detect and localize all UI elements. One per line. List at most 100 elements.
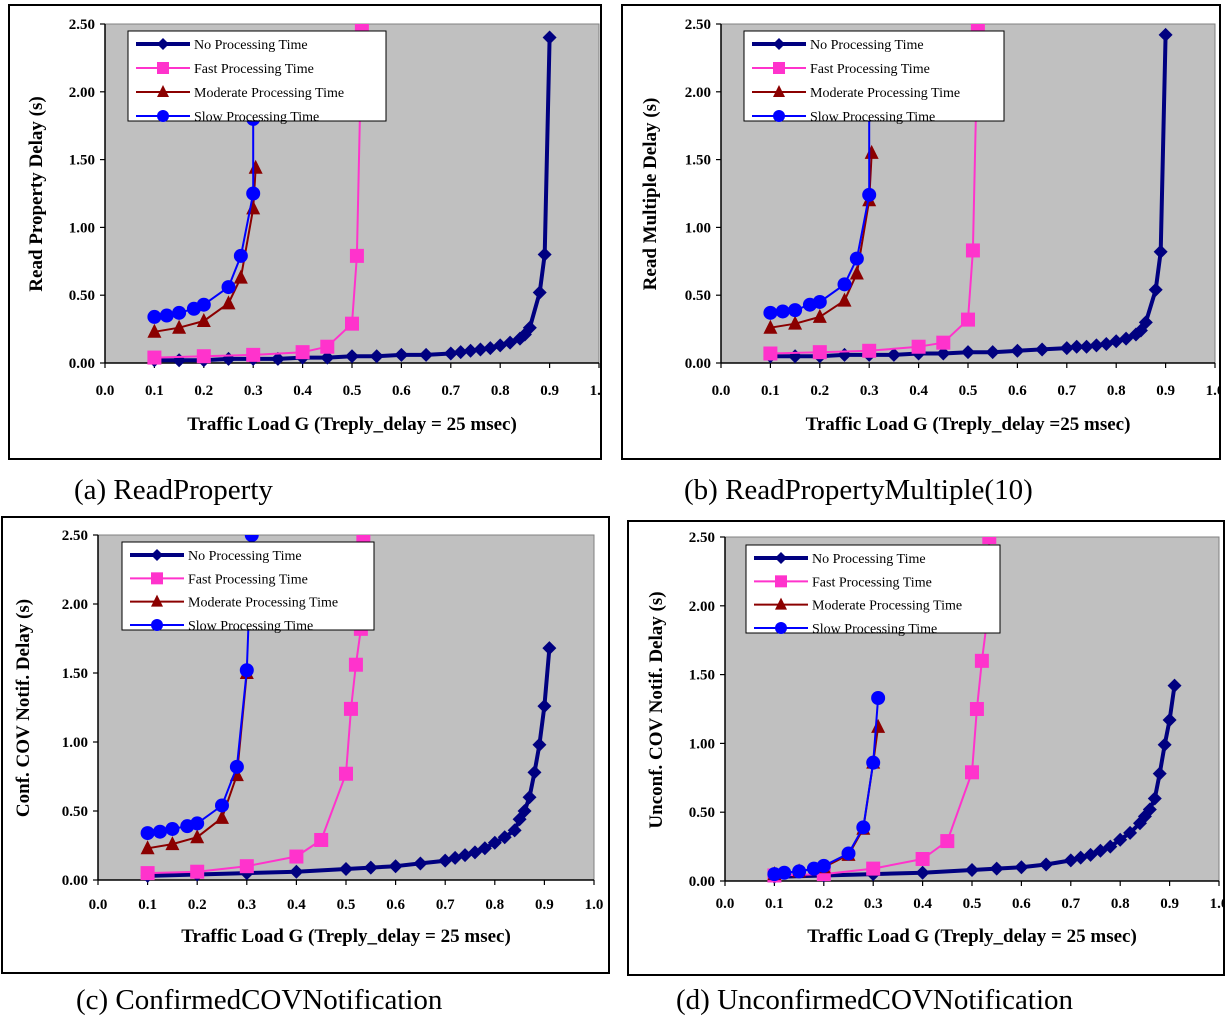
data-point-moderate-processing	[871, 718, 886, 733]
x-tick-label: 0.1	[138, 897, 157, 913]
data-point-fast-processing	[190, 864, 205, 879]
data-point-no-processing	[1113, 832, 1128, 847]
x-tick-label: 0.4	[913, 896, 932, 912]
chart-svg-d: 0.00 0.50 1.00 1.50 2.00 2.50 0.0 0.1 0.2 0.3 0.4 0…	[646, 530, 1223, 947]
chart-svg-c: 0.00 0.50 1.00 1.50 2.00 2.50 0.0 0.1 0.2 0.3 0.4 0…	[13, 528, 603, 947]
series-line-fast-processing	[774, 537, 991, 877]
x-tick-label: 0.1	[761, 383, 780, 399]
legend-item-no-processing: No Processing Time	[752, 38, 924, 53]
data-point-no-processing	[394, 347, 409, 362]
legend-item-slow-processing: Slow Processing Time	[752, 110, 935, 125]
data-point-fast-processing	[289, 849, 304, 864]
data-point-slow-processing	[763, 305, 778, 320]
x-axis-label: Traffic Load G (Treply_delay = 25 msec)	[807, 926, 1137, 947]
data-point-slow-processing	[165, 821, 180, 836]
x-tick-label: 1.0	[1206, 383, 1219, 399]
data-point-slow-processing	[812, 294, 827, 309]
legend-marker-no-processing	[157, 38, 169, 50]
legend-label: No Processing Time	[810, 38, 924, 53]
data-point-fast-processing	[965, 765, 979, 780]
y-tick-label: 0.50	[69, 288, 95, 304]
data-point-slow-processing	[190, 816, 205, 831]
x-tick-label: 0.2	[810, 383, 829, 399]
legend-marker-slow-processing	[157, 110, 169, 122]
data-point-no-processing	[320, 350, 335, 365]
legend-label: Slow Processing Time	[810, 110, 935, 125]
data-point-slow-processing	[837, 277, 852, 292]
data-point-no-processing	[448, 850, 463, 865]
data-point-no-processing	[989, 861, 1004, 876]
data-point-no-processing	[1035, 342, 1050, 357]
legend-item-moderate-processing: Moderate Processing Time	[136, 85, 344, 101]
data-point-fast-processing	[969, 702, 984, 716]
x-tick-label: 0.5	[337, 897, 356, 913]
data-point-no-processing	[1109, 334, 1124, 349]
y-tick-label: 0.00	[685, 356, 711, 372]
data-point-no-processing	[1153, 244, 1168, 259]
data-point-fast-processing	[348, 657, 363, 672]
x-tick-label: 0.9	[1156, 383, 1175, 399]
legend-label: Fast Processing Time	[194, 62, 314, 77]
x-axis-label: Traffic Load G (Treply_delay = 25 msec)	[187, 414, 517, 435]
legend-marker-no-processing	[151, 549, 163, 561]
legend-marker-moderate-processing	[151, 594, 163, 607]
data-point-fast-processing	[246, 347, 261, 362]
x-tick-label: 0.3	[244, 383, 263, 399]
data-point-no-processing	[345, 349, 359, 364]
data-point-no-processing	[1093, 843, 1108, 858]
data-point-no-processing	[1014, 860, 1029, 875]
series-no-processing	[140, 641, 557, 883]
data-point-no-processing	[363, 860, 378, 875]
chart-caption-a: (a) ReadProperty	[74, 474, 273, 506]
x-tick-label: 0.0	[712, 383, 731, 399]
legend: No Processing Time Fast Processing Time Mo…	[121, 541, 375, 634]
data-point-no-processing	[453, 345, 468, 360]
series-line-fast-processing	[154, 24, 363, 359]
series-fast-processing	[147, 24, 369, 365]
legend-label: Slow Processing Time	[812, 622, 937, 637]
data-point-slow-processing	[841, 846, 856, 861]
legend-item-fast-processing: Fast Processing Time	[752, 62, 930, 77]
chart-frame-d: 0.00 0.50 1.00 1.50 2.00 2.50 0.0 0.1 0.2 0.3 0.4 0…	[627, 520, 1225, 976]
x-axis-label: Traffic Load G (Treply_delay =25 msec)	[806, 414, 1131, 435]
series-fast-processing	[763, 24, 985, 361]
data-layer	[763, 24, 1173, 364]
data-point-no-processing	[1167, 678, 1182, 693]
y-tick-label: 1.50	[69, 153, 95, 169]
data-point-fast-processing	[965, 243, 980, 258]
data-point-fast-processing	[763, 346, 778, 361]
y-tick-label: 1.00	[62, 735, 88, 751]
data-point-moderate-processing	[233, 269, 248, 284]
data-point-fast-processing	[812, 345, 827, 360]
legend-marker-slow-processing	[773, 110, 785, 122]
data-point-no-processing	[487, 835, 502, 850]
data-point-moderate-processing	[864, 144, 879, 159]
data-point-no-processing	[477, 841, 492, 856]
x-tick-label: 0.6	[1012, 896, 1031, 912]
legend-item-fast-processing: Fast Processing Time	[754, 575, 932, 590]
y-tick-label: 0.00	[62, 873, 88, 889]
x-tick-label: 0.2	[814, 896, 833, 912]
data-point-no-processing	[542, 30, 557, 45]
data-point-no-processing	[507, 823, 522, 838]
data-point-fast-processing	[356, 535, 371, 542]
data-point-fast-processing	[961, 312, 975, 327]
data-point-fast-processing	[140, 866, 155, 881]
data-point-no-processing	[936, 346, 951, 361]
y-tick-label: 1.50	[62, 666, 88, 682]
data-point-moderate-processing	[172, 319, 187, 334]
data-point-no-processing	[339, 861, 353, 876]
y-tick-label: 2.50	[685, 17, 711, 33]
data-point-no-processing	[532, 285, 547, 300]
legend-item-no-processing: No Processing Time	[130, 549, 302, 564]
legend-marker-no-processing	[775, 552, 787, 564]
y-tick-label: 2.00	[689, 599, 715, 615]
data-point-fast-processing	[936, 335, 951, 350]
series-slow-processing	[767, 690, 886, 882]
data-point-no-processing	[542, 641, 557, 656]
x-tick-label: 0.6	[386, 897, 405, 913]
data-point-moderate-processing	[221, 295, 236, 310]
series-line-fast-processing	[147, 535, 365, 875]
x-tick-label: 0.4	[287, 897, 306, 913]
series-slow-processing	[763, 107, 877, 320]
